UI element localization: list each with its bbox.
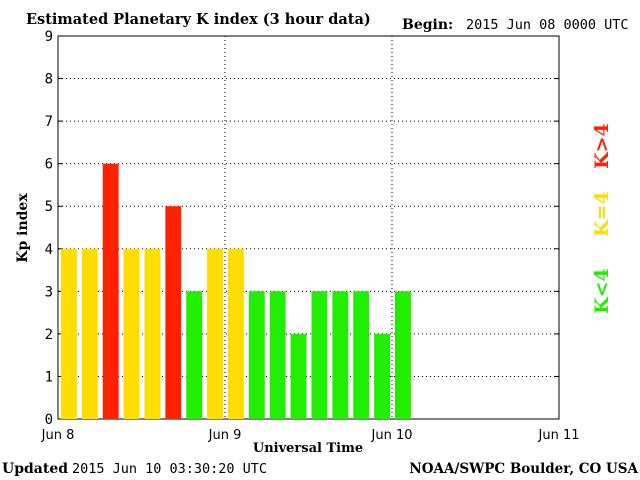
kp-bar xyxy=(61,248,77,419)
y-tick-label: 0 xyxy=(45,412,53,428)
y-tick-label: 5 xyxy=(45,199,53,215)
kp-bar xyxy=(123,248,140,419)
kp-bar xyxy=(353,291,370,419)
source-credit: NOAA/SWPC Boulder, CO USA xyxy=(409,461,638,477)
kp-bar xyxy=(248,291,265,419)
x-axis-label: Universal Time xyxy=(253,441,363,456)
bar-series xyxy=(61,163,411,419)
y-tick-label: 1 xyxy=(45,369,53,385)
begin-label: Begin: xyxy=(402,17,453,33)
begin-value: 2015 Jun 08 0000 UTC xyxy=(466,17,629,33)
kp-bar xyxy=(144,248,161,419)
y-tick-label: 9 xyxy=(45,29,53,45)
chart-title: Estimated Planetary K index (3 hour data… xyxy=(26,11,371,28)
kp-bar xyxy=(186,291,203,419)
legend-low: K<4 xyxy=(591,268,613,314)
x-tick-label: Jun 11 xyxy=(538,428,580,443)
y-axis-label: Kp index xyxy=(15,193,31,263)
kp-bar xyxy=(374,333,390,419)
y-tick-labels: 0 1 2 3 4 5 6 7 8 9 xyxy=(45,29,53,428)
y-tick-label: 3 xyxy=(45,284,53,300)
updated-value: 2015 Jun 10 03:30:20 UTC xyxy=(72,461,267,477)
kp-bar xyxy=(207,248,223,419)
x-tick-label: Jun 9 xyxy=(208,428,242,443)
y-tick-label: 7 xyxy=(45,114,53,130)
kp-bar xyxy=(395,291,411,419)
kp-bar xyxy=(269,291,286,419)
kp-bar xyxy=(228,248,244,419)
y-tick-label: 4 xyxy=(45,242,53,258)
kp-bar xyxy=(290,333,307,419)
kp-bar xyxy=(311,291,328,419)
updated-label: Updated xyxy=(2,461,68,477)
kp-bar xyxy=(102,163,119,419)
legend-high: K>4 xyxy=(591,123,613,169)
x-tick-label: Jun 8 xyxy=(41,428,75,443)
y-tick-label: 6 xyxy=(45,157,53,173)
x-tick-label: Jun 10 xyxy=(371,428,413,443)
y-tick-label: 2 xyxy=(45,327,53,343)
kp-bar xyxy=(332,291,349,419)
legend-equal: K=4 xyxy=(591,191,613,237)
x-tick-labels: Jun 8 Jun 9 Jun 10 Jun 11 xyxy=(41,428,580,443)
kp-bar xyxy=(165,206,182,419)
y-tick-label: 8 xyxy=(45,72,53,88)
plot-frame xyxy=(57,35,560,420)
kp-bar xyxy=(81,248,98,419)
